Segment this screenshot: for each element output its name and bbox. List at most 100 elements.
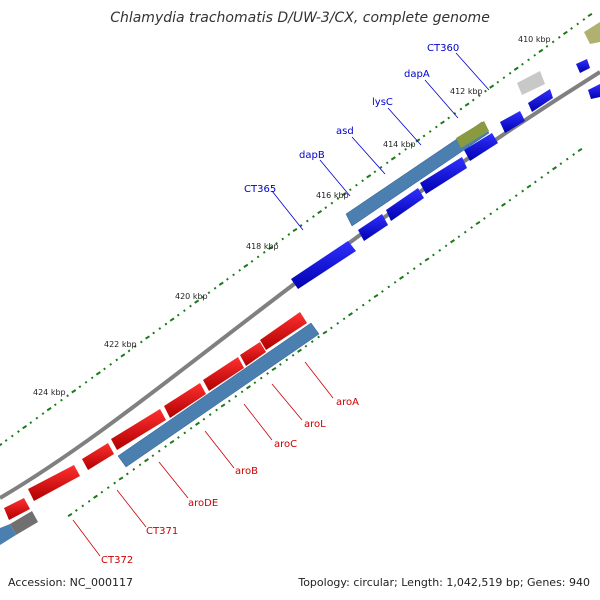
cds-arrow-ct365[interactable]: [291, 241, 356, 289]
gene-label-aroC[interactable]: aroC: [274, 439, 297, 450]
gene-label-lysC[interactable]: lysC: [372, 97, 393, 108]
cds-arrow-aroC[interactable]: [203, 357, 244, 391]
tick-mark: [410, 143, 414, 147]
tick-mark: [406, 271, 410, 275]
tick-mark: [297, 348, 302, 353]
tick-mark: [103, 367, 106, 371]
gene-label-ct360[interactable]: CT360: [427, 43, 459, 54]
other-feature-dark-grey: [10, 511, 38, 535]
tick-mark: [169, 439, 175, 445]
cds-arrow-aroDE[interactable]: [111, 409, 166, 450]
tick-mark: [132, 468, 136, 471]
tick-mark: [234, 395, 238, 398]
tick-mark: [281, 237, 285, 241]
cds-arrow-aroB[interactable]: [164, 383, 206, 418]
tick-mark: [424, 257, 430, 262]
tick-label-418: 418 kbp: [246, 242, 279, 251]
tick-mark: [139, 340, 143, 344]
leader-dapB: [319, 159, 351, 197]
tick-mark: [478, 94, 481, 98]
gene-label-aroDE[interactable]: aroDE: [188, 498, 218, 509]
outer-tick-ring: [0, 12, 593, 447]
tick-mark: [464, 102, 470, 107]
tick-mark: [390, 156, 396, 161]
tick-mark: [0, 442, 3, 447]
tick-mark: [304, 344, 308, 348]
tick-mark: [169, 317, 175, 322]
tick-mark: [310, 340, 314, 343]
merged-block-forward: [345, 121, 490, 227]
tick-mark: [366, 174, 372, 179]
tick-mark: [46, 407, 52, 412]
tick-mark: [559, 162, 563, 166]
leader-lysC: [387, 107, 422, 146]
tick-mark: [305, 219, 309, 223]
cds-arrow-dapB[interactable]: [386, 188, 424, 221]
gene-label-dapA[interactable]: dapA: [404, 69, 430, 80]
tick-mark: [551, 40, 555, 44]
cds-arrow-lysC[interactable]: [464, 133, 498, 161]
cds-arrow-ct365a[interactable]: [358, 214, 388, 241]
tick-mark: [202, 417, 206, 421]
tick-mark: [422, 134, 426, 138]
leader-aroC: [243, 403, 273, 441]
tick-mark: [4, 439, 8, 442]
tick-mark: [447, 116, 451, 120]
gene-label-asd[interactable]: asd: [336, 126, 354, 137]
tick-mark: [336, 322, 340, 325]
tick-mark: [226, 277, 229, 281]
tick-mark: [87, 499, 91, 503]
tick-mark: [587, 12, 593, 18]
tick-mark: [292, 227, 298, 233]
tick-label-422: 422 kbp: [104, 340, 137, 349]
tick-mark: [115, 358, 119, 362]
tick-mark: [398, 152, 401, 156]
cds-arrow-ct371[interactable]: [82, 443, 114, 470]
merged-block-edge: [0, 524, 16, 545]
tick-mark: [438, 248, 442, 252]
tick-mark: [53, 403, 57, 407]
tick-mark: [291, 353, 295, 357]
gene-label-ct372[interactable]: CT372: [101, 555, 133, 566]
tick-mark: [317, 335, 320, 339]
cds-arrow-ct360[interactable]: [528, 89, 553, 112]
tick-mark: [95, 371, 101, 376]
tick-mark: [412, 267, 416, 270]
tick-mark: [450, 239, 455, 244]
tick-mark: [109, 363, 113, 366]
tick-mark: [496, 80, 500, 84]
gene-label-dapB[interactable]: dapB: [299, 150, 325, 161]
tick-mark: [183, 309, 186, 312]
gene-label-aroL[interactable]: aroL: [304, 419, 326, 430]
cds-arrow-asd[interactable]: [420, 157, 467, 194]
tick-mark: [17, 430, 20, 433]
tick-mark: [71, 389, 77, 394]
tick-mark: [428, 130, 432, 133]
leader-aroDE: [158, 461, 189, 499]
tick-mark: [355, 183, 358, 187]
tick-mark: [120, 353, 126, 358]
tick-mark: [183, 431, 187, 435]
tick-mark: [444, 244, 448, 248]
tick-mark: [565, 157, 569, 161]
tick-mark: [562, 30, 568, 35]
gene-label-aroA[interactable]: aroA: [336, 397, 359, 408]
cds-arrow-extra-1[interactable]: [576, 59, 590, 73]
other-feature-olive: [456, 121, 489, 148]
gene-label-ct371[interactable]: CT371: [146, 526, 178, 537]
cds-arrow-aroA[interactable]: [260, 312, 307, 350]
cds-arrow-dapA[interactable]: [500, 111, 525, 133]
tick-mark: [299, 224, 303, 227]
cds-arrow-aroL[interactable]: [240, 342, 266, 366]
cds-arrow-ct372[interactable]: [28, 465, 80, 501]
tick-mark: [144, 458, 149, 463]
tick-mark: [484, 89, 487, 93]
cds-arrow-extra-3[interactable]: [4, 498, 30, 520]
tick-mark: [495, 207, 499, 211]
tick-mark: [246, 385, 251, 390]
tick-mark: [368, 299, 371, 302]
cds-arrow-extra-2[interactable]: [588, 84, 600, 99]
gene-label-ct365[interactable]: CT365: [244, 184, 276, 195]
gene-label-aroB[interactable]: aroB: [235, 466, 258, 477]
tick-mark: [483, 217, 486, 220]
